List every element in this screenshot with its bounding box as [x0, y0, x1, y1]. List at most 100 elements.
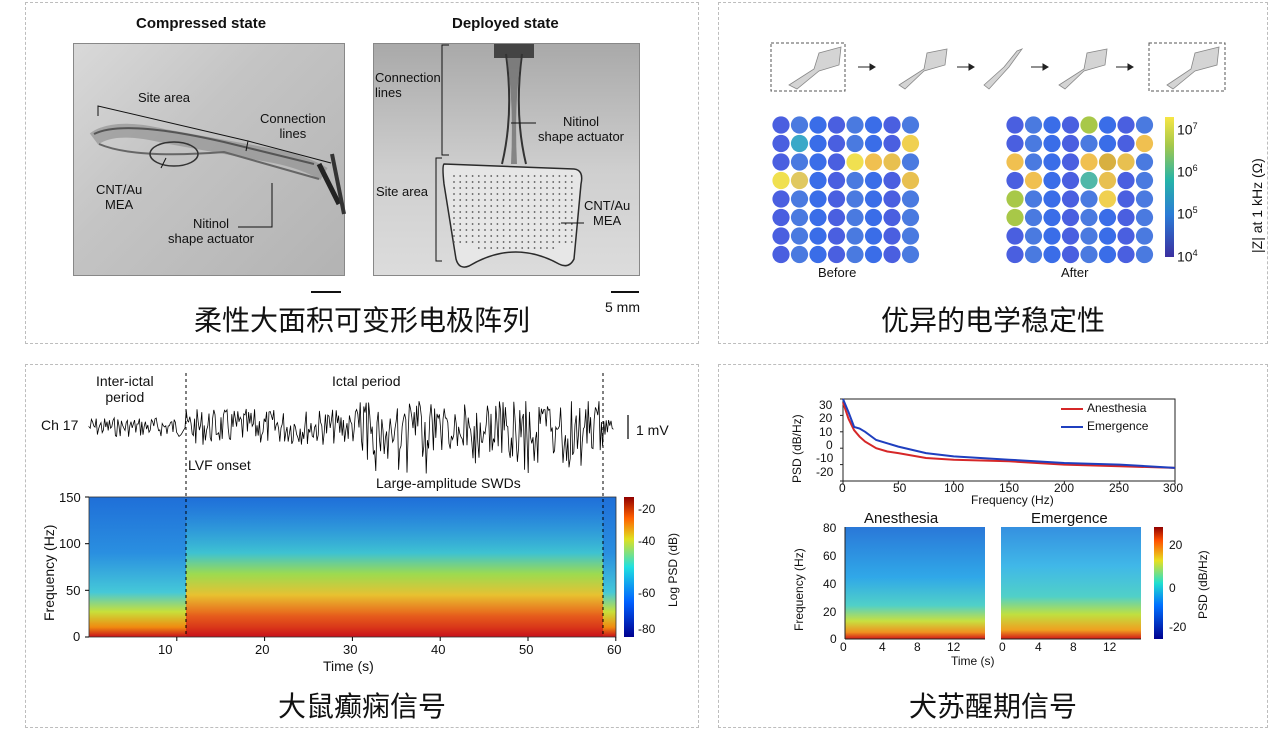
electrode-dot: [490, 187, 493, 189]
electrode-dot: [502, 199, 505, 201]
spec-d-xlabel: Time (s): [951, 654, 995, 668]
impedance-site: [790, 245, 809, 264]
impedance-site: [1006, 171, 1024, 190]
impedance-site: [846, 190, 864, 208]
impedance-site: [772, 134, 790, 153]
electrode-dot: [527, 181, 530, 183]
spec-cbar-label: Log PSD (dB): [666, 532, 680, 607]
electrode-dot: [558, 181, 561, 183]
spec-xtick-50: 50: [519, 642, 534, 657]
dog-cbar-tick-0: 0: [1169, 581, 1176, 595]
impedance-site: [772, 208, 790, 227]
electrode-dot: [558, 193, 561, 195]
electrode-dot: [508, 175, 511, 177]
title-compressed: Compressed state: [136, 15, 267, 32]
spec-d-xtick-a4: 4: [879, 640, 886, 654]
spec-d-xtick-a12: 12: [947, 640, 961, 654]
psd-ytick-10: 10: [819, 425, 833, 439]
electrode-dot: [552, 193, 555, 195]
cbar-tick-4: 104: [1177, 248, 1198, 265]
impedance-site: [901, 245, 920, 264]
electrode-dot: [527, 247, 530, 249]
impedance-site: [1080, 227, 1098, 245]
electrode-dot: [471, 187, 474, 189]
cbar-tick-7: 107: [1177, 121, 1198, 138]
electrode-dot: [465, 223, 468, 225]
electrode-dot: [552, 175, 555, 177]
electrode-dot: [527, 217, 530, 219]
electrode-dot: [477, 241, 480, 243]
impedance-site: [1117, 208, 1135, 227]
label-connection-right: Connection lines: [375, 70, 441, 100]
spec-ytick-100: 100: [59, 536, 81, 551]
electrode-dot: [477, 229, 480, 231]
dog-cbar-tick-m20: -20: [1169, 620, 1187, 634]
electrode-dot: [496, 211, 499, 213]
impedance-site: [901, 171, 920, 190]
dog-cbar-label: PSD (dB/Hz): [1196, 550, 1210, 619]
electrode-dot: [564, 193, 567, 195]
electrode-dot: [459, 229, 462, 231]
electrode-dot: [558, 217, 561, 219]
electrode-dot: [570, 181, 573, 183]
spec-ylabel: Frequency (Hz): [41, 524, 57, 621]
electrode-dot: [502, 217, 505, 219]
psd-line-anesthesia: [842, 401, 1176, 469]
psd-lines: [842, 398, 1176, 469]
electrode-dot: [453, 199, 455, 201]
electrode-dot: [564, 235, 567, 237]
impedance-site: [1043, 190, 1061, 208]
spec-d-ytick-40: 40: [823, 577, 837, 591]
impedance-site: [846, 134, 864, 153]
electrode-dot: [552, 229, 555, 231]
impedance-site: [1024, 190, 1043, 208]
impedance-site: [864, 208, 883, 227]
electrode-dot: [515, 181, 517, 183]
spec-d-xtick-a0: 0: [840, 640, 847, 654]
electrode-dot: [570, 205, 573, 207]
electrode-dot: [546, 181, 548, 183]
impedance-site: [1043, 245, 1061, 264]
electrode-dot: [484, 199, 486, 201]
impedance-site: [827, 208, 846, 227]
impedance-site: [790, 153, 809, 171]
electrode-dot: [508, 247, 511, 249]
electrode-dot: [508, 217, 511, 219]
electrode-dot: [459, 181, 462, 183]
electrode-dot: [521, 229, 524, 231]
electrode-dot: [453, 193, 455, 195]
impedance-site: [1117, 134, 1135, 153]
electrode-dot: [521, 211, 524, 213]
spec-d-xtick-e4: 4: [1035, 640, 1042, 654]
electrode-dot: [527, 175, 530, 177]
label-scale-mv: 1 mV: [636, 422, 669, 438]
electrode-dot: [558, 205, 561, 207]
label-channel: Ch 17: [41, 417, 79, 433]
psd-xtick-100: 100: [944, 481, 965, 495]
electrode-dot: [453, 211, 455, 213]
electrode-dot: [496, 223, 499, 225]
electrode-dot: [564, 217, 567, 219]
electrode-dot: [477, 193, 480, 195]
impedance-site: [846, 116, 864, 134]
psd-ytick-30: 30: [819, 398, 833, 412]
electrode-dot: [484, 181, 486, 183]
impedance-site: [1098, 116, 1117, 134]
electrode-dot: [515, 241, 517, 243]
impedance-site: [772, 171, 790, 190]
impedance-site: [809, 116, 827, 134]
panel-flexible-array: Compressed state Deployed state Site are…: [25, 2, 699, 344]
electrode-dot: [539, 193, 542, 195]
impedance-site: [827, 245, 846, 264]
electrode-dot: [490, 217, 493, 219]
impedance-maps: [772, 116, 1174, 264]
electrode-dot: [453, 241, 455, 243]
psd-xtick-250: 250: [1109, 481, 1130, 495]
electrode-dot: [459, 199, 462, 201]
impedance-site: [1135, 116, 1154, 134]
electrode-dot: [484, 187, 486, 189]
impedance-site: [827, 134, 846, 153]
electrode-dot: [552, 181, 555, 183]
impedance-site: [1024, 245, 1043, 264]
impedance-site: [864, 190, 883, 208]
